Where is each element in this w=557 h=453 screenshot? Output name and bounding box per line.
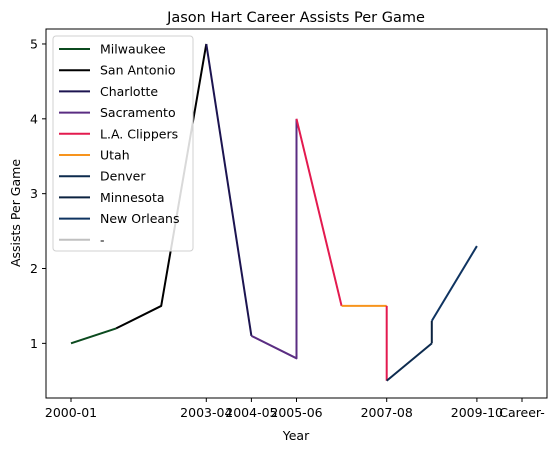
legend-label: - (100, 232, 105, 247)
series-line-sacramento-3 (250, 118, 298, 360)
legend-label: Charlotte (100, 84, 158, 99)
y-axis-title: Assists Per Game (8, 159, 23, 267)
legend-label: New Orleans (100, 211, 179, 226)
legend-label: L.A. Clippers (100, 126, 178, 141)
series-line-new-orleans-9 (430, 245, 478, 322)
legend-label: San Antonio (100, 63, 176, 78)
series-line-charlotte-2 (205, 43, 253, 337)
chart-title: Jason Hart Career Assists Per Game (166, 10, 425, 26)
legend-label: Milwaukee (100, 42, 166, 57)
legend-label: Minnesota (100, 190, 165, 205)
x-tick-label: 2000-01 (45, 405, 97, 420)
x-axis-title: Year (282, 428, 310, 443)
legend-label: Denver (100, 169, 146, 184)
series-line-milwaukee-0 (70, 327, 117, 345)
series-line-l-a-clippers-4 (295, 118, 343, 307)
y-tick-label: 3 (30, 186, 38, 201)
x-tick-label: 2007-08 (361, 405, 413, 420)
series-line-denver-7 (386, 342, 433, 382)
legend: Milwaukee San Antonio Charlotte Sacramento L… (52, 35, 194, 252)
y-tick-label: 5 (30, 36, 38, 51)
legend-label: Utah (100, 148, 130, 163)
x-tick-label: 2003-04 (180, 405, 232, 420)
x-tick-label: 2009-10 (451, 405, 503, 420)
y-tick-label: 4 (30, 111, 38, 126)
x-tick-label: Career- (499, 405, 544, 420)
x-tick-label: 2004-05 (225, 405, 277, 420)
y-tick-label: 1 (30, 336, 38, 351)
y-tick-label: 2 (30, 261, 38, 276)
x-tick-label: 2005-06 (270, 405, 322, 420)
legend-label: Sacramento (100, 105, 176, 120)
